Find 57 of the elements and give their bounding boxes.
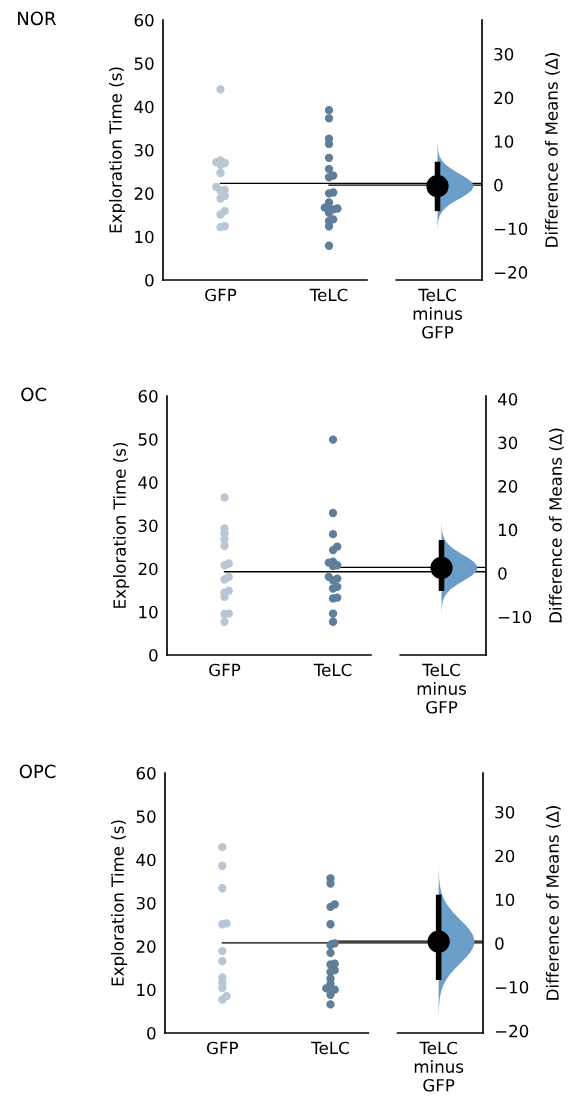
y2-tick-label: 30	[495, 805, 515, 819]
y2-axis-title: Difference of Means (Δ)	[545, 806, 561, 1000]
y-tick-label: 40	[138, 476, 158, 489]
y-tick-label: 60	[134, 13, 154, 27]
y2-axis-title: Difference of Means (Δ)	[548, 428, 564, 623]
y-tick-label: 40	[134, 100, 154, 114]
text: NOR	[18, 11, 56, 26]
y2-tick-label: 30	[494, 47, 514, 61]
x-tick-label: TeLC minus GFP	[417, 663, 467, 714]
y2-tick-label: −20	[494, 266, 528, 279]
y-tick-label: 20	[134, 187, 154, 200]
y-tick-label: 10	[139, 605, 158, 619]
y2-tick-label: 0	[495, 937, 504, 950]
y2-tick-label: 10	[495, 893, 515, 907]
y-axis-title: Exploration Time (s)	[112, 443, 130, 608]
x-tick-label: TeLC minus GFP	[414, 1041, 464, 1092]
y-tick-label: 30	[134, 143, 154, 157]
y2-axis-title: Difference of Means (Δ)	[544, 53, 560, 247]
y-tick-label: 30	[136, 896, 156, 910]
y2-tick-label: 20	[495, 849, 515, 863]
x-tick-label: TeLC	[311, 1041, 349, 1055]
y-tick-label: 0	[149, 648, 158, 662]
y-tick-label: 60	[136, 766, 156, 780]
y2-tick-label: −10	[495, 981, 529, 994]
x-tick-label: TeLC	[309, 288, 348, 302]
y-tick-label: 10	[135, 230, 154, 244]
y-tick-label: 50	[136, 810, 156, 823]
text: OC	[21, 387, 47, 402]
y-tick-label: 50	[138, 433, 158, 446]
y2-tick-label: 0	[498, 567, 507, 580]
y2-tick-label: −20	[495, 1024, 529, 1038]
y-tick-label: 20	[138, 562, 158, 576]
y2-tick-label: 10	[498, 523, 518, 537]
x-tick-label: TeLC minus GFP	[413, 288, 463, 339]
y-tick-label: 30	[138, 519, 158, 533]
y-tick-label: 0	[147, 1026, 156, 1040]
y2-tick-label: 0	[494, 178, 503, 192]
y2-tick-label: −10	[494, 222, 528, 236]
y-tick-label: 60	[138, 389, 158, 403]
y-tick-label: 20	[136, 940, 156, 953]
y-tick-label: 50	[134, 57, 154, 70]
y-axis-title: Exploration Time (s)	[110, 820, 128, 986]
y2-tick-label: −10	[498, 610, 532, 624]
x-tick-label: TeLC	[313, 663, 352, 677]
x-tick-label: GFP	[209, 663, 241, 677]
y2-tick-label: 40	[497, 393, 518, 406]
x-tick-label: GFP	[205, 288, 237, 302]
y2-tick-label: 20	[498, 480, 518, 493]
x-tick-label: GFP	[206, 1041, 239, 1055]
y-tick-label: 0	[145, 273, 154, 287]
y-tick-label: 10	[137, 983, 156, 997]
y2-tick-label: 30	[498, 436, 518, 450]
y-tick-label: 40	[136, 853, 156, 867]
y2-tick-label: 20	[494, 91, 514, 105]
y2-tick-label: 10	[494, 135, 514, 148]
y-axis-title: Exploration Time (s)	[108, 67, 126, 233]
text: OPC	[19, 764, 56, 779]
